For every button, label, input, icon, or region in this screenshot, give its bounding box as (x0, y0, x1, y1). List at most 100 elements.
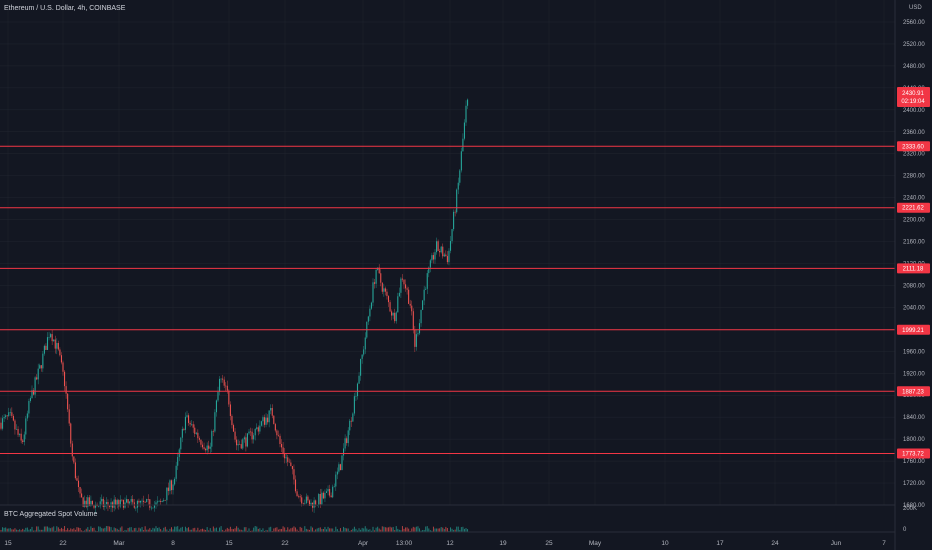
volume-bar (56, 526, 58, 532)
candle-body (5, 415, 7, 418)
volume-bar (381, 526, 383, 532)
candle-body (324, 492, 326, 499)
volume-bar (367, 529, 369, 532)
volume-bar (384, 527, 386, 532)
candle-body (228, 390, 230, 405)
volume-bar (352, 528, 354, 532)
volume-bar (169, 528, 171, 532)
candle-body (177, 457, 179, 466)
candle-body (25, 418, 27, 435)
volume-bar (211, 530, 213, 532)
time-tick: 25 (545, 540, 553, 547)
volume-bar (239, 529, 241, 532)
volume-bar (339, 528, 341, 532)
candle-body (304, 503, 306, 504)
candle-body (262, 417, 264, 422)
volume-bar (228, 528, 230, 532)
candle-body (53, 339, 55, 342)
price-axis[interactable]: 2560.002520.002480.002440.002400.002360.… (903, 20, 925, 509)
candle-body (418, 323, 421, 334)
volume-bar (332, 528, 334, 532)
candle-body (423, 289, 425, 301)
volume-bar (9, 528, 11, 532)
volume-bar (335, 526, 337, 532)
volume-bar (270, 526, 272, 532)
volume-bar (219, 527, 221, 532)
volume-bar (326, 529, 327, 532)
candle-body (139, 500, 142, 503)
candle-body (119, 499, 121, 507)
volume-bar (432, 526, 434, 532)
volume-bar (347, 528, 349, 532)
volume-bar (64, 526, 66, 532)
candle-body (437, 241, 439, 251)
candle-body (84, 500, 86, 507)
candle-body (290, 462, 292, 467)
volume-bar (257, 528, 259, 532)
volume-bar (102, 528, 104, 532)
volume-bar (369, 529, 371, 532)
volume-bar (101, 528, 103, 532)
candle-body (383, 288, 385, 292)
volume-bar (346, 528, 348, 532)
volume-bar (361, 527, 363, 532)
candle-body (116, 500, 118, 505)
candle-body (246, 433, 248, 447)
volume-bar (276, 527, 278, 532)
candle-body (1, 418, 4, 429)
candle-body (147, 499, 149, 500)
volume-bar (118, 529, 120, 532)
candle-body (161, 501, 163, 502)
candle-body (118, 500, 120, 507)
volume-indicator-title[interactable]: BTC Aggregated Spot Volume (4, 511, 98, 518)
candle-body (281, 444, 283, 448)
volume-bar (248, 528, 250, 532)
candle-body (279, 435, 281, 445)
candle-body (223, 379, 225, 386)
candle-body (440, 246, 442, 253)
candle-body (113, 499, 115, 508)
volume-bar (318, 527, 320, 532)
currency-label[interactable]: USD (909, 5, 922, 11)
volume-bar (296, 529, 298, 532)
symbol-title[interactable]: Ethereum / U.S. Dollar, 4h, COINBASE (4, 5, 126, 12)
candle-body (95, 504, 97, 508)
candle-body (360, 358, 362, 376)
volume-bar (374, 530, 376, 532)
volume-bar (45, 526, 47, 532)
volume-bar (301, 527, 303, 532)
time-tick: 24 (771, 540, 779, 547)
candle-body (29, 398, 31, 401)
candle-body (215, 400, 217, 413)
time-axis[interactable]: 15 22 Mar 8 15 22 Apr 13:00 12 19 25 May 10 17 24 Jun 7 (4, 540, 886, 547)
candle-body (350, 420, 352, 422)
volume-bar (60, 527, 62, 532)
candle-body (448, 250, 450, 263)
candle-body (428, 267, 430, 274)
horizontal-levels[interactable] (0, 145, 895, 455)
volume-bar (391, 527, 393, 532)
candle-body (245, 437, 247, 447)
volume-bar (175, 526, 177, 532)
candle-body (76, 478, 78, 481)
candle-body (200, 439, 202, 445)
candle-body (48, 337, 50, 338)
price-tick: 2560.00 (903, 20, 925, 26)
candle-body (301, 497, 303, 504)
volume-bar (245, 527, 247, 532)
volume-bar (408, 528, 410, 532)
volume-bar (47, 526, 48, 532)
candle-body (412, 311, 414, 330)
candle-body (77, 480, 80, 488)
candle-body (81, 493, 83, 498)
candle-body (236, 439, 238, 446)
candle-body (195, 432, 197, 434)
candle-body (64, 371, 66, 387)
volume-bar (188, 527, 190, 532)
volume-bar (397, 528, 399, 532)
candle-body (429, 260, 431, 268)
volume-bar (3, 527, 5, 532)
candle-body (0, 422, 2, 429)
